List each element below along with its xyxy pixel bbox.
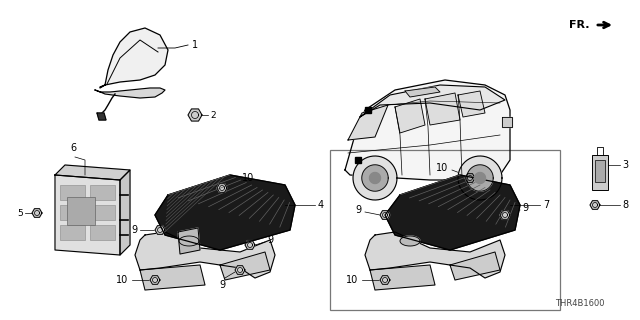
Polygon shape	[155, 175, 295, 250]
Polygon shape	[465, 174, 475, 182]
Text: 1: 1	[192, 40, 198, 50]
Text: 10: 10	[116, 275, 128, 285]
Text: 9: 9	[219, 280, 225, 290]
Polygon shape	[405, 87, 440, 97]
Polygon shape	[32, 209, 42, 217]
Text: 9: 9	[522, 203, 528, 213]
Polygon shape	[369, 172, 381, 183]
Text: 7: 7	[543, 200, 549, 210]
Polygon shape	[345, 80, 510, 180]
Bar	[60, 185, 85, 200]
Text: 3: 3	[622, 160, 628, 170]
Bar	[595, 160, 605, 182]
Polygon shape	[235, 266, 245, 274]
Text: 9: 9	[267, 235, 273, 245]
Bar	[90, 185, 115, 200]
Polygon shape	[245, 241, 255, 249]
Polygon shape	[385, 175, 520, 250]
Polygon shape	[217, 184, 227, 192]
Text: 10: 10	[346, 275, 358, 285]
Polygon shape	[348, 105, 388, 140]
Text: 9: 9	[131, 225, 137, 235]
Polygon shape	[353, 156, 397, 200]
Polygon shape	[380, 276, 390, 284]
Polygon shape	[500, 211, 510, 219]
Text: 8: 8	[622, 200, 628, 210]
Bar	[330, 150, 560, 310]
Polygon shape	[380, 211, 390, 219]
Polygon shape	[97, 113, 106, 120]
Bar	[60, 205, 85, 220]
Polygon shape	[140, 265, 205, 290]
Text: 4: 4	[318, 200, 324, 210]
Bar	[67, 197, 95, 225]
Bar	[90, 205, 115, 220]
Text: 10: 10	[436, 163, 448, 173]
Bar	[90, 225, 115, 240]
Text: FR.: FR.	[570, 20, 590, 30]
Polygon shape	[150, 276, 160, 284]
Polygon shape	[450, 252, 500, 280]
Text: 10: 10	[242, 173, 254, 183]
Text: THR4B1600: THR4B1600	[556, 299, 605, 308]
Polygon shape	[590, 201, 600, 209]
Polygon shape	[458, 91, 485, 117]
Polygon shape	[220, 252, 270, 280]
Bar	[592, 155, 608, 190]
Polygon shape	[155, 226, 165, 234]
Polygon shape	[395, 99, 425, 133]
Bar	[60, 225, 85, 240]
Polygon shape	[135, 232, 275, 278]
Text: 5: 5	[17, 209, 23, 218]
Text: 9: 9	[356, 205, 362, 215]
Polygon shape	[120, 170, 130, 255]
Polygon shape	[425, 93, 460, 125]
Polygon shape	[360, 85, 505, 117]
Polygon shape	[458, 156, 502, 200]
Polygon shape	[474, 172, 486, 183]
Text: 6: 6	[70, 143, 76, 153]
Polygon shape	[400, 236, 420, 246]
Text: 2: 2	[210, 110, 216, 119]
Polygon shape	[100, 28, 168, 88]
Polygon shape	[467, 165, 493, 191]
Polygon shape	[55, 165, 130, 180]
Polygon shape	[502, 117, 512, 127]
Polygon shape	[95, 88, 165, 98]
Polygon shape	[178, 228, 200, 254]
Polygon shape	[370, 265, 435, 290]
Polygon shape	[55, 175, 120, 255]
Polygon shape	[362, 165, 388, 191]
Polygon shape	[188, 109, 202, 121]
Polygon shape	[365, 232, 505, 278]
